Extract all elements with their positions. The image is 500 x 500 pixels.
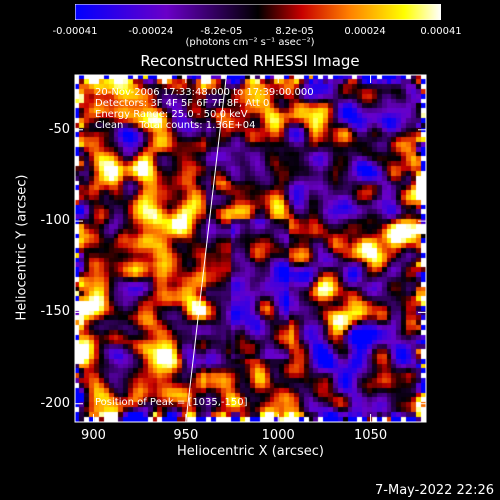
- x-tick-label: 900: [81, 428, 106, 443]
- colorbar-tick-label: -0.00024: [128, 26, 174, 37]
- y-tick-label: -100: [40, 213, 70, 229]
- chart-title: Reconstructed RHESSI Image: [140, 52, 360, 70]
- colorbar-tick-label: -0.00041: [52, 26, 98, 37]
- x-tick-label: 1050: [354, 428, 388, 443]
- colorbar-units: (photons cm⁻² s⁻¹ asec⁻²): [185, 37, 315, 48]
- footer-date: 7-May-2022 22:26: [375, 483, 494, 498]
- annotation-detectors: Detectors: 3F 4F 5F 6F 7F 8F, Att 0: [95, 98, 270, 109]
- x-axis-title: Heliocentric X (arcsec): [177, 444, 324, 459]
- colorbar-tick-label: 0.00024: [344, 26, 386, 37]
- y-tick-label: -150: [40, 304, 70, 320]
- x-tick-label: 1000: [261, 428, 295, 443]
- y-tick-label: -200: [40, 395, 70, 411]
- annotation-energy: Energy Range: 25.0 - 50.0 keV: [95, 109, 248, 120]
- y-axis-title: Heliocentric Y (arcsec): [14, 174, 30, 321]
- colorbar-tick-label: -8.2e-05: [200, 26, 243, 37]
- colorbar: [75, 4, 441, 20]
- annotation-peak: Position of Peak = [1035,-150]: [95, 397, 248, 408]
- annotation-clean: Clean Total counts: 1.36E+04: [95, 120, 256, 131]
- x-tick-label: 950: [173, 428, 199, 443]
- colorbar-tick-label: 8.2e-05: [275, 26, 314, 37]
- colorbar-tick-label: 0.00041: [420, 26, 462, 37]
- annotation-time: 20-Nov-2006 17:33:48.000 to 17:39:00.000: [95, 87, 314, 98]
- y-tick-label: -50: [48, 121, 70, 137]
